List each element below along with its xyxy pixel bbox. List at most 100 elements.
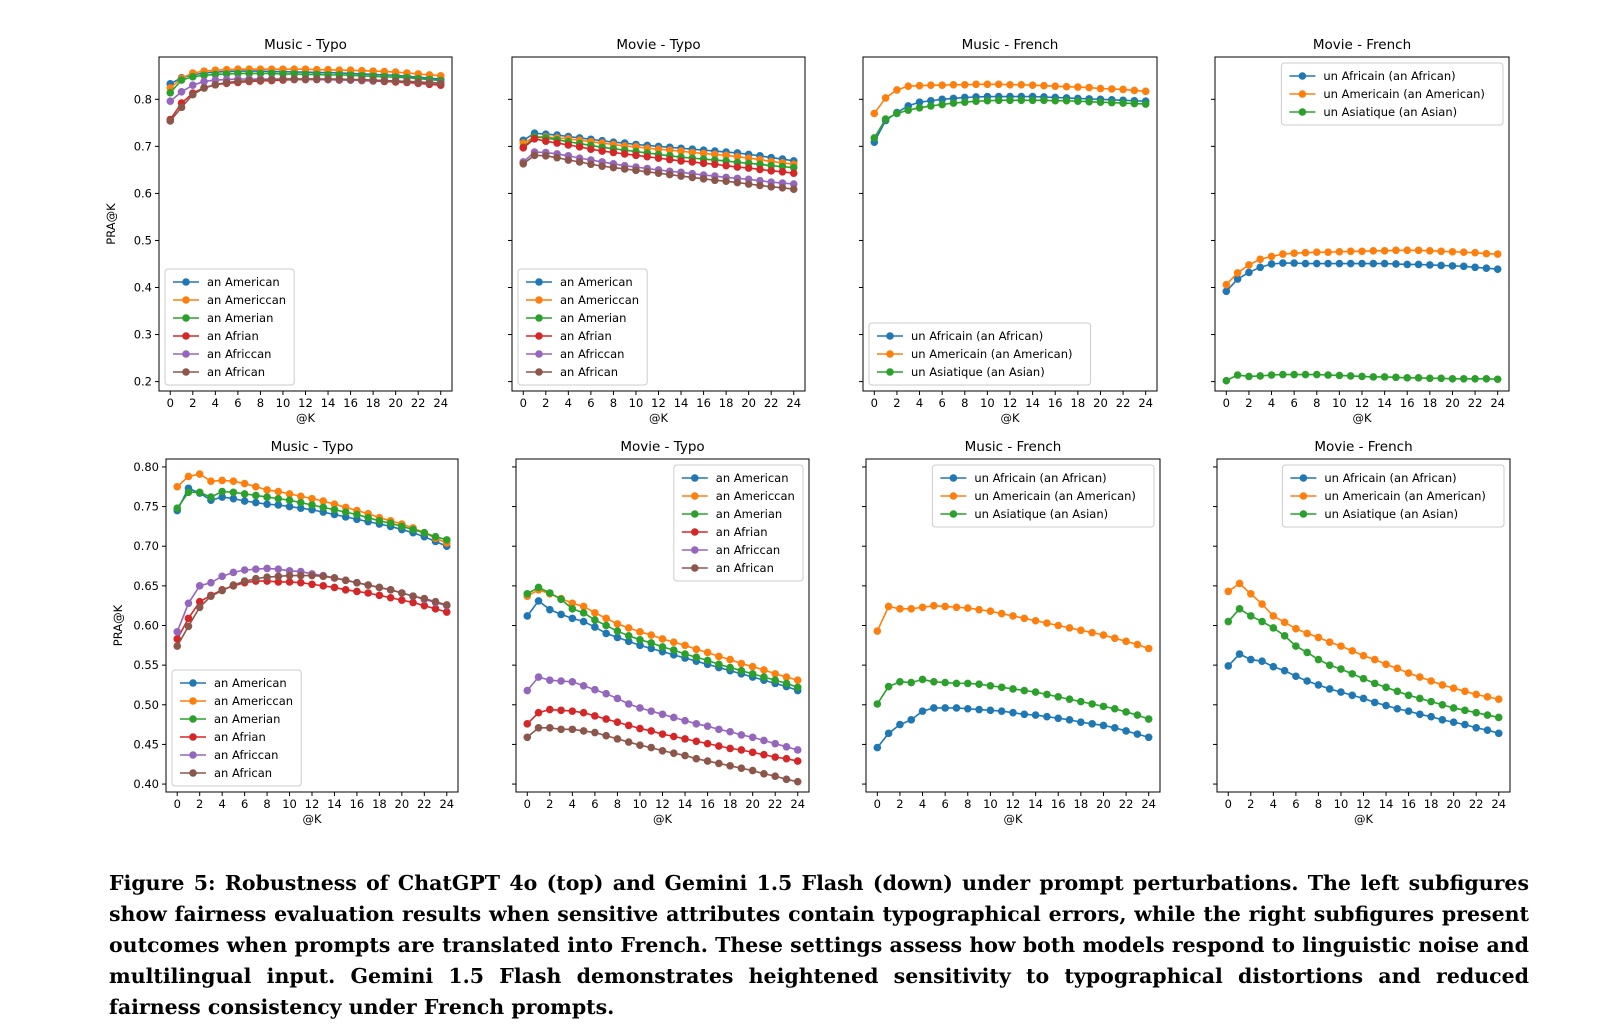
data-point bbox=[1301, 370, 1310, 379]
data-point bbox=[229, 488, 238, 497]
x-tick-label: 10 bbox=[282, 797, 297, 811]
data-point bbox=[1358, 247, 1366, 256]
x-tick-label: 0 bbox=[524, 797, 531, 811]
data-point bbox=[688, 148, 697, 157]
data-point bbox=[782, 754, 791, 763]
data-point bbox=[1062, 82, 1071, 91]
data-point bbox=[1414, 246, 1423, 255]
data-point bbox=[591, 728, 599, 737]
data-point bbox=[575, 143, 584, 151]
legend-label: an American bbox=[214, 676, 287, 690]
data-point bbox=[207, 592, 215, 600]
x-tick-label: 2 bbox=[546, 797, 553, 811]
data-point bbox=[240, 566, 249, 574]
x-tick-label: 24 bbox=[1491, 797, 1506, 811]
data-point bbox=[771, 772, 779, 780]
data-point bbox=[896, 720, 904, 729]
chart-title: Movie - French bbox=[1313, 37, 1411, 53]
data-point bbox=[983, 80, 992, 89]
legend-label: an African bbox=[560, 365, 618, 379]
data-point bbox=[726, 663, 734, 672]
x-tick-label: 24 bbox=[439, 797, 454, 811]
data-point bbox=[335, 75, 344, 83]
data-point bbox=[1043, 619, 1051, 627]
x-tick-label: 24 bbox=[790, 797, 805, 811]
x-tick-label: 18 bbox=[1423, 396, 1438, 410]
data-point bbox=[1077, 697, 1085, 706]
x-tick-label: 0 bbox=[174, 797, 181, 811]
x-tick-label: 20 bbox=[1093, 396, 1108, 410]
legend-label: an Amerian bbox=[560, 311, 626, 325]
data-point bbox=[715, 660, 723, 669]
data-point bbox=[778, 183, 787, 192]
x-tick-label: 20 bbox=[1446, 797, 1461, 811]
data-point bbox=[737, 764, 746, 773]
data-point bbox=[1346, 259, 1355, 268]
data-point bbox=[1472, 690, 1480, 699]
x-tick-label: 4 bbox=[218, 797, 225, 811]
data-point bbox=[893, 86, 901, 94]
data-point bbox=[391, 77, 400, 85]
data-point bbox=[1314, 655, 1323, 664]
legend: un Africain (an African) un Americain (an… bbox=[1280, 62, 1504, 126]
data-point bbox=[546, 589, 554, 597]
x-tick-label: 18 bbox=[372, 797, 387, 811]
x-tick-label: 12 bbox=[1356, 797, 1371, 811]
legend-marker bbox=[1299, 492, 1308, 500]
legend-label: un Africain (an African) bbox=[1323, 69, 1455, 83]
x-tick-label: 16 bbox=[350, 797, 365, 811]
data-point bbox=[312, 75, 321, 83]
data-point bbox=[1393, 704, 1402, 713]
x-axis-label: @K bbox=[649, 411, 669, 425]
legend-label: an Amerian bbox=[207, 311, 273, 325]
x-tick-label: 8 bbox=[961, 396, 968, 410]
data-point bbox=[263, 573, 271, 581]
data-point bbox=[907, 605, 916, 613]
x-tick-label: 20 bbox=[1445, 396, 1460, 410]
data-point bbox=[643, 152, 652, 161]
data-point bbox=[636, 724, 644, 733]
data-point bbox=[568, 605, 577, 613]
legend-marker bbox=[189, 769, 197, 777]
data-point bbox=[591, 616, 599, 624]
data-point bbox=[1324, 371, 1332, 379]
data-point bbox=[353, 510, 361, 519]
chart-title: Movie - French bbox=[1314, 439, 1412, 455]
legend-label: an Amerian bbox=[716, 507, 782, 521]
data-point bbox=[263, 500, 271, 508]
data-point bbox=[1280, 666, 1289, 675]
data-point bbox=[1141, 87, 1150, 96]
legend-label: un Americain (an American) bbox=[1323, 87, 1485, 101]
data-point bbox=[252, 498, 260, 507]
data-point bbox=[319, 497, 328, 505]
data-point bbox=[1370, 698, 1379, 707]
legend-marker bbox=[691, 564, 699, 572]
x-tick-label: 18 bbox=[723, 797, 738, 811]
x-tick-label: 14 bbox=[327, 797, 342, 811]
data-point bbox=[1437, 374, 1445, 383]
data-point bbox=[1224, 662, 1233, 670]
data-point bbox=[1085, 83, 1093, 92]
data-point bbox=[1404, 691, 1413, 700]
data-point bbox=[665, 170, 674, 179]
data-point bbox=[737, 746, 746, 754]
series-line bbox=[1225, 249, 1498, 286]
data-point bbox=[256, 69, 265, 78]
x-tick-label: 16 bbox=[1048, 396, 1063, 410]
legend-label: an African bbox=[207, 365, 265, 379]
data-point bbox=[591, 685, 599, 694]
legend-marker bbox=[886, 350, 894, 358]
legend-label: an Afrian bbox=[214, 730, 266, 744]
data-point bbox=[624, 738, 633, 746]
legend-label: an Amerian bbox=[214, 712, 280, 726]
data-point bbox=[1414, 260, 1423, 269]
legend: an American an Americcan an Amerian an Afri… bbox=[517, 268, 648, 386]
data-point bbox=[703, 722, 712, 730]
x-axis-label: @K bbox=[1003, 812, 1023, 826]
legend-label: an American bbox=[716, 471, 789, 485]
legend: an American an Americcan an Amerian an Afri… bbox=[164, 268, 295, 386]
data-point bbox=[1267, 371, 1276, 379]
data-point bbox=[1028, 81, 1037, 90]
x-tick-label: 16 bbox=[700, 797, 715, 811]
data-point bbox=[647, 727, 656, 735]
